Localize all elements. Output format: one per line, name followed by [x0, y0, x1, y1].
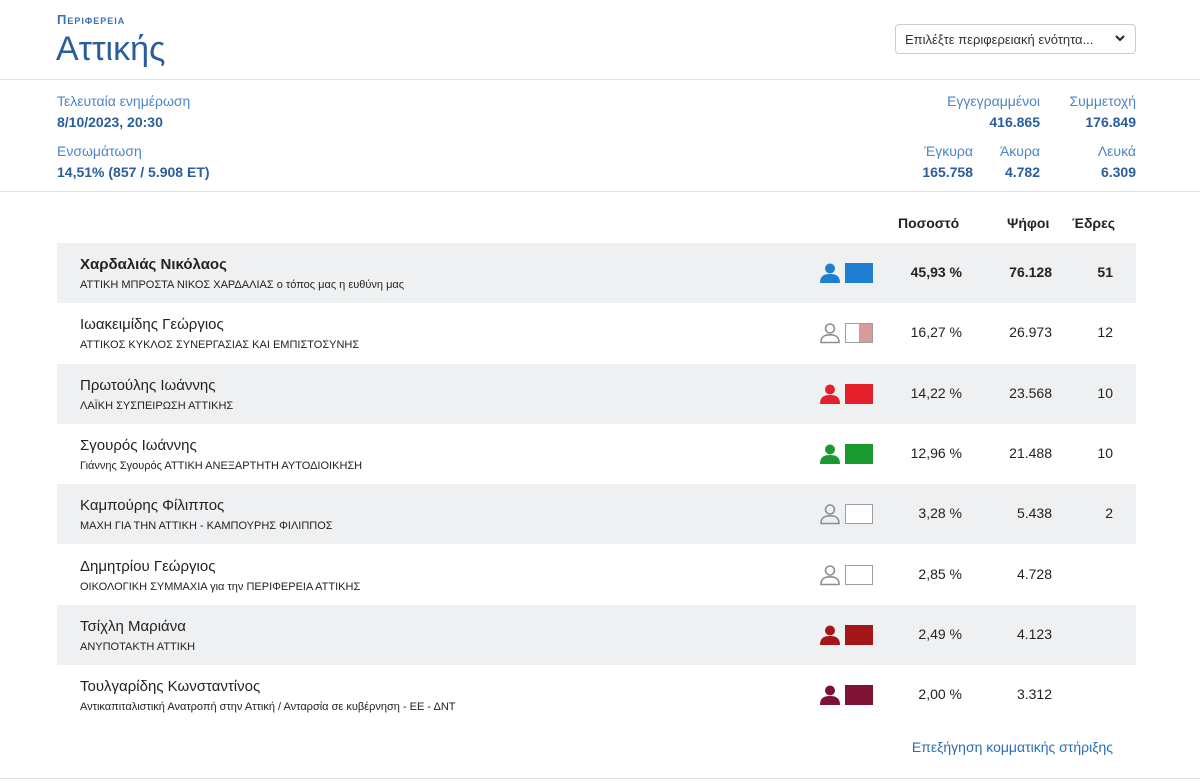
table-row: Καμπούρης Φίλιππος ΜΑΧΗ ΓΙΑ ΤΗΝ ΑΤΤΙΚΗ -… [57, 484, 1136, 545]
vote-percent: 3,28 % [918, 505, 962, 522]
table-row: Πρωτούλης Ιωάννης ΛΑΪΚΗ ΣΥΣΠΕΙΡΩΣΗ ΑΤΤΙΚ… [57, 363, 1136, 424]
vote-count: 4.123 [1016, 625, 1052, 642]
vote-count: 3.312 [1016, 686, 1052, 703]
vote-percent: 16,27 % [910, 324, 962, 341]
vote-percent: 45,93 % [910, 264, 962, 280]
seat-count: 2 [1105, 505, 1113, 522]
party-support-explanation-link[interactable]: Επεξήγηση κομματικής στήριξης [911, 739, 1113, 755]
vote-percent: 2,00 % [918, 686, 962, 703]
seat-count: 12 [1097, 324, 1113, 341]
vote-count: 26.973 [1009, 324, 1052, 341]
select-value: Επιλέξτε περιφερειακή ενότητα... [905, 32, 1094, 47]
table-row: Τουλγαρίδης Κωνσταντίνος Αντικαπιταλιστι… [57, 665, 1136, 725]
seat-count: 51 [1097, 264, 1113, 280]
party-name: ΑΤΤΙΚΗ ΜΠΡΟΣΤΑ ΝΙΚΟΣ ΧΑΡΔΑΛΙΑΣ ο τόπος μ… [80, 279, 405, 291]
person-outline-icon [820, 504, 840, 525]
party-color-swatch [845, 685, 873, 706]
vote-percent: 12,96 % [910, 444, 962, 461]
invalid-label: Άκυρα [999, 143, 1040, 159]
vote-percent: 14,22 % [910, 384, 962, 401]
table-row: Χαρδαλιάς Νικόλαος ΑΤΤΙΚΗ ΜΠΡΟΣΤΑ ΝΙΚΟΣ … [57, 243, 1136, 303]
party-name: ΜΑΧΗ ΓΙΑ ΤΗΝ ΑΤΤΙΚΗ - ΚΑΜΠΟΥΡΗΣ ΦΙΛΙΠΠΟΣ [80, 520, 333, 533]
turnout-value: 176.849 [1085, 114, 1136, 130]
page-title: Αττικής [56, 30, 166, 68]
person-filled-icon [820, 685, 840, 706]
person-filled-icon [820, 384, 840, 404]
party-color-swatch [845, 263, 873, 283]
column-header-votes: Ψήφοι [1007, 215, 1050, 231]
blank-label: Λευκά [1097, 143, 1136, 159]
last-update-label: Τελευταία ενημέρωση [57, 93, 191, 109]
person-outline-icon [820, 323, 840, 344]
turnout-label: Συμμετοχή [1069, 93, 1136, 109]
party-color-swatch [845, 443, 873, 464]
stats-panel: Τελευταία ενημέρωση 8/10/2023, 20:30 Ενσ… [0, 80, 1200, 192]
party-color-swatch [845, 624, 873, 645]
vote-percent: 2,85 % [918, 565, 962, 582]
last-update-value: 8/10/2023, 20:30 [57, 114, 163, 130]
person-filled-icon [820, 263, 840, 283]
party-name: Γιάννης Σγουρός ΑΤΤΙΚΗ ΑΝΕΞΑΡΤΗΤΗ ΑΥΤΟΔΙ… [80, 459, 363, 472]
vote-count: 5.438 [1016, 505, 1052, 522]
integration-value: 14,51% (857 / 5.908 ΕΤ) [57, 164, 210, 180]
page-header: Περιφερεια Αττικής Επιλέξτε περιφερειακή… [0, 0, 1200, 80]
candidate-name: Πρωτούλης Ιωάννης [80, 376, 216, 394]
valid-label: Έγκυρα [924, 143, 973, 159]
candidate-name: Τσίχλη Μαριάνα [80, 617, 186, 635]
registered-label: Εγγεγραμμένοι [947, 93, 1040, 109]
candidate-name: Χαρδαλιάς Νικόλαος [80, 256, 227, 273]
vote-count: 21.488 [1009, 444, 1052, 461]
divider [0, 778, 1200, 779]
table-row: Δημητρίου Γεώργιος ΟΙΚΟΛΟΓΙΚΗ ΣΥΜΜΑΧΙΑ γ… [57, 545, 1136, 605]
vote-count: 23.568 [1009, 384, 1052, 401]
party-name: ΛΑΪΚΗ ΣΥΣΠΕΙΡΩΣΗ ΑΤΤΙΚΗΣ [80, 399, 234, 412]
party-color-swatch [845, 323, 873, 344]
party-color-swatch [845, 564, 873, 585]
column-header-seats: Έδρες [1072, 215, 1116, 231]
invalid-value: 4.782 [1004, 164, 1040, 180]
party-color-swatch [845, 383, 873, 404]
person-filled-icon [820, 444, 840, 464]
party-name: ΑΤΤΙΚΟΣ ΚΥΚΛΟΣ ΣΥΝΕΡΓΑΣΙΑΣ ΚΑΙ ΕΜΠΙΣΤΟΣΥ… [80, 339, 360, 352]
vote-count: 76.128 [1009, 264, 1052, 280]
table-row: Ιωακειμίδης Γεώργιος ΑΤΤΙΚΟΣ ΚΥΚΛΟΣ ΣΥΝΕ… [57, 303, 1136, 363]
party-name: Αντικαπιταλιστική Ανατροπή στην Αττική /… [80, 701, 456, 714]
party-name: ΟΙΚΟΛΟΓΙΚΗ ΣΥΜΜΑΧΙΑ για την ΠΕΡΙΦΕΡΕΙΑ Α… [80, 580, 361, 593]
seat-count: 10 [1097, 384, 1113, 401]
regional-unit-select[interactable]: Επιλέξτε περιφερειακή ενότητα... [895, 24, 1136, 54]
chevron-down-icon [1115, 35, 1125, 42]
party-color-swatch [845, 504, 873, 525]
table-row: Τσίχλη Μαριάνα ΑΝΥΠΟΤΑΚΤΗ ΑΤΤΙΚΗ 2,49 % … [57, 604, 1136, 665]
person-outline-icon [820, 564, 840, 585]
vote-count: 4.728 [1016, 565, 1052, 582]
vote-percent: 2,49 % [918, 625, 962, 642]
candidate-name: Σγουρός Ιωάννης [80, 436, 197, 454]
registered-value: 416.865 [989, 114, 1040, 130]
person-filled-icon [820, 625, 840, 645]
integration-label: Ενσωμάτωση [57, 143, 142, 159]
region-label: Περιφερεια [57, 12, 126, 27]
valid-value: 165.758 [922, 164, 973, 180]
table-row: Σγουρός Ιωάννης Γιάννης Σγουρός ΑΤΤΙΚΗ Α… [57, 424, 1136, 484]
candidate-name: Δημητρίου Γεώργιος [80, 557, 216, 575]
candidate-name: Καμπούρης Φίλιππος [80, 497, 225, 515]
candidate-name: Τουλγαρίδης Κωνσταντίνος [80, 678, 261, 696]
seat-count: 10 [1097, 444, 1113, 461]
party-name: ΑΝΥΠΟΤΑΚΤΗ ΑΤΤΙΚΗ [80, 640, 196, 653]
candidate-name: Ιωακειμίδης Γεώργιος [80, 316, 224, 334]
blank-value: 6.309 [1100, 164, 1136, 180]
column-header-percent: Ποσοστό [898, 215, 960, 231]
